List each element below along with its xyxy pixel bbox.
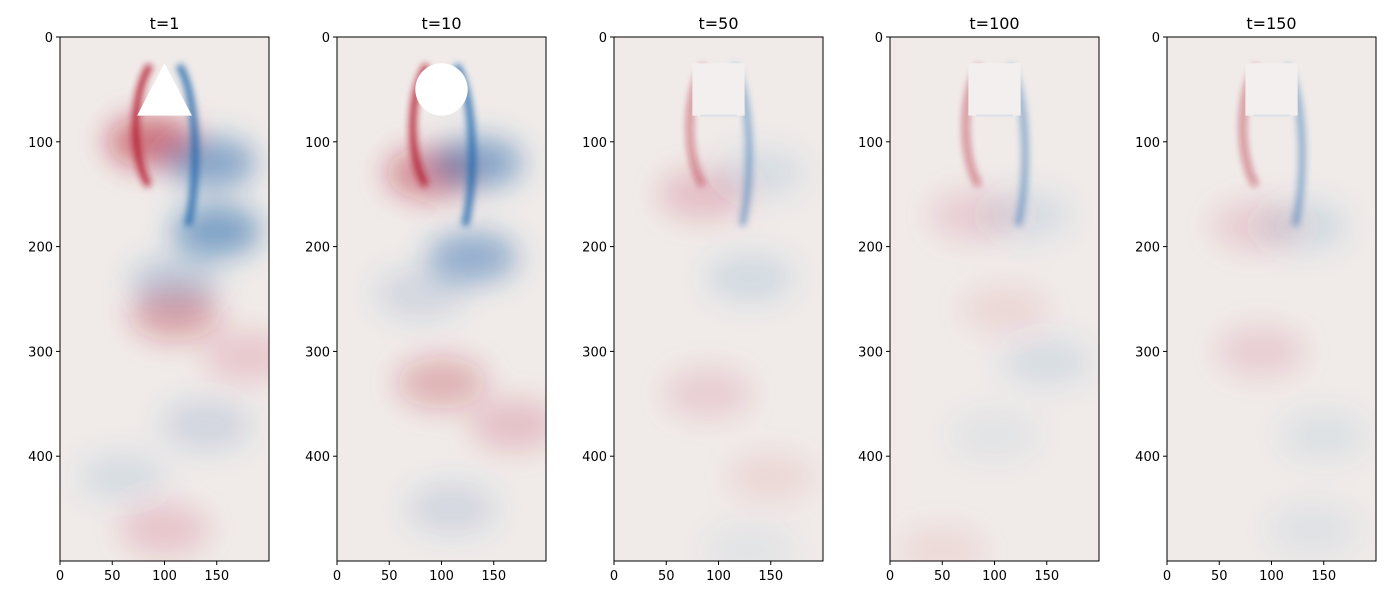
- panel: t=50 0 50 100 150 0 100 200 300 400: [582, 14, 824, 584]
- positive-vortex: [469, 398, 546, 451]
- positive-vortex: [725, 451, 816, 504]
- y-tick-label: 0: [322, 31, 330, 46]
- y-tick-label: 200: [582, 241, 607, 256]
- square-obstacle: [968, 63, 1021, 116]
- y-tick-label: 200: [858, 241, 883, 256]
- panel: t=10 0 50 100 150 0 100 200 300 400: [305, 14, 547, 584]
- y-tick-label: 400: [1135, 450, 1160, 465]
- positive-vortex: [396, 356, 487, 409]
- x-tick-label: 0: [886, 569, 894, 584]
- negative-vortex: [433, 136, 524, 189]
- negative-vortex: [704, 252, 795, 305]
- panel-title: t=10: [421, 14, 461, 33]
- triangle-obstacle: [137, 63, 192, 116]
- panel: t=1 0 50 100 150 0 100 200 300 400: [28, 14, 270, 584]
- left-shear-layer: [132, 63, 154, 188]
- panel-title: t=1: [150, 14, 180, 33]
- negative-vortex: [77, 451, 168, 504]
- y-tick-label: 0: [1152, 31, 1160, 46]
- heatmap-area: [60, 37, 269, 561]
- heatmap-area: [614, 37, 823, 561]
- x-tick-label: 100: [982, 569, 1007, 584]
- y-tick-label: 300: [305, 345, 330, 360]
- x-tick-label: 0: [333, 569, 341, 584]
- y-tick-label: 200: [305, 241, 330, 256]
- panel-title: t=150: [1246, 14, 1296, 33]
- negative-vortex: [704, 524, 795, 561]
- y-tick-label: 200: [28, 241, 53, 256]
- x-tick-label: 150: [1311, 569, 1336, 584]
- negative-vortex: [171, 204, 262, 257]
- square-obstacle: [1245, 63, 1298, 116]
- y-tick-label: 300: [28, 345, 53, 360]
- heatmap-area: [890, 37, 1099, 561]
- y-tick-label: 400: [858, 450, 883, 465]
- positive-vortex: [959, 283, 1050, 336]
- x-tick-label: 100: [706, 569, 731, 584]
- y-tick-label: 300: [858, 345, 883, 360]
- y-tick-label: 100: [305, 136, 330, 151]
- panel: t=150 0 50 100 150 0 100 200 300 400: [1135, 14, 1377, 584]
- x-tick-label: 150: [481, 569, 506, 584]
- x-tick-label: 150: [758, 569, 783, 584]
- y-tick-label: 100: [582, 136, 607, 151]
- positive-vortex: [663, 367, 754, 420]
- x-tick-label: 0: [1163, 569, 1171, 584]
- x-tick-label: 0: [610, 569, 618, 584]
- negative-vortex: [980, 189, 1071, 242]
- positive-vortex: [1216, 325, 1307, 378]
- negative-vortex: [1001, 335, 1092, 388]
- x-tick-label: 100: [1259, 569, 1284, 584]
- circle-obstacle: [415, 63, 468, 116]
- y-tick-label: 400: [582, 450, 607, 465]
- right-shear-layer: [175, 63, 199, 227]
- x-tick-label: 50: [1211, 569, 1228, 584]
- negative-vortex: [1278, 409, 1369, 462]
- y-tick-label: 200: [1135, 241, 1160, 256]
- negative-vortex: [375, 267, 466, 320]
- x-tick-label: 150: [1034, 569, 1059, 584]
- negative-vortex: [1268, 503, 1359, 556]
- y-tick-label: 400: [305, 450, 330, 465]
- panel: t=100 0 50 100 150 0 100 200 300 400: [858, 14, 1100, 584]
- x-tick-label: 100: [152, 569, 177, 584]
- y-tick-label: 0: [45, 31, 53, 46]
- y-tick-label: 100: [858, 136, 883, 151]
- y-tick-label: 0: [875, 31, 883, 46]
- y-tick-label: 0: [599, 31, 607, 46]
- x-tick-label: 50: [104, 569, 121, 584]
- x-tick-label: 150: [204, 569, 229, 584]
- panel-title: t=100: [969, 14, 1019, 33]
- negative-vortex: [715, 147, 806, 200]
- x-tick-label: 50: [381, 569, 398, 584]
- negative-vortex: [949, 409, 1040, 462]
- square-obstacle: [692, 63, 745, 116]
- positive-vortex: [119, 503, 210, 556]
- y-tick-label: 300: [1135, 345, 1160, 360]
- panel-title: t=50: [698, 14, 738, 33]
- negative-vortex: [1257, 199, 1348, 252]
- positive-vortex: [129, 288, 220, 341]
- y-tick-label: 400: [28, 450, 53, 465]
- negative-vortex: [406, 482, 497, 535]
- y-tick-label: 300: [582, 345, 607, 360]
- heatmap-area: [1167, 37, 1376, 561]
- y-tick-label: 100: [28, 136, 53, 151]
- heatmap-area: [337, 37, 546, 561]
- positive-vortex: [897, 524, 988, 561]
- negative-vortex: [166, 136, 257, 189]
- negative-vortex: [427, 231, 518, 284]
- negative-vortex: [161, 398, 252, 451]
- x-tick-label: 50: [658, 569, 675, 584]
- y-tick-label: 100: [1135, 136, 1160, 151]
- x-tick-label: 0: [56, 569, 64, 584]
- positive-vortex: [203, 330, 269, 383]
- x-tick-label: 100: [429, 569, 454, 584]
- x-tick-label: 50: [934, 569, 951, 584]
